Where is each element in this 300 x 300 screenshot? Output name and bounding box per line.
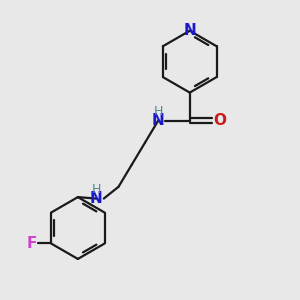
Text: O: O bbox=[214, 113, 226, 128]
Text: N: N bbox=[90, 191, 103, 206]
Text: N: N bbox=[183, 23, 196, 38]
Text: H: H bbox=[154, 105, 163, 118]
Text: N: N bbox=[152, 113, 165, 128]
Text: F: F bbox=[26, 236, 37, 251]
Text: H: H bbox=[92, 183, 101, 196]
